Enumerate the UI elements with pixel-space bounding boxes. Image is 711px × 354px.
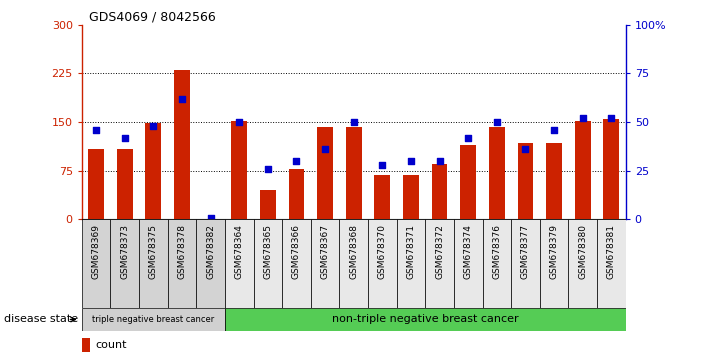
Bar [397, 219, 425, 308]
Bar [82, 219, 110, 308]
Text: GSM678377: GSM678377 [521, 224, 530, 279]
Bar [432, 164, 447, 219]
Bar [82, 308, 225, 331]
Bar [282, 219, 311, 308]
Text: GSM678376: GSM678376 [492, 224, 501, 279]
Text: GSM678370: GSM678370 [378, 224, 387, 279]
Text: GSM678369: GSM678369 [92, 224, 100, 279]
Bar [260, 190, 276, 219]
Text: GSM678373: GSM678373 [120, 224, 129, 279]
Bar [311, 219, 339, 308]
Text: GSM678367: GSM678367 [321, 224, 330, 279]
Bar [82, 337, 90, 352]
Bar [88, 149, 104, 219]
Point [463, 135, 474, 141]
Bar [231, 121, 247, 219]
Text: GSM678366: GSM678366 [292, 224, 301, 279]
Bar [117, 149, 132, 219]
Point [205, 215, 216, 220]
Bar [568, 219, 597, 308]
Text: GSM678380: GSM678380 [578, 224, 587, 279]
Bar [375, 175, 390, 219]
Bar [489, 127, 505, 219]
Point [291, 158, 302, 164]
Text: triple negative breast cancer: triple negative breast cancer [92, 315, 215, 324]
Bar [289, 169, 304, 219]
Bar [196, 219, 225, 308]
Point [90, 127, 102, 133]
Point [606, 115, 617, 121]
Bar [425, 219, 454, 308]
Bar [368, 219, 397, 308]
Point [548, 127, 560, 133]
Point [348, 119, 359, 125]
Point [148, 123, 159, 129]
Bar [597, 219, 626, 308]
Bar [403, 175, 419, 219]
Text: GSM678368: GSM678368 [349, 224, 358, 279]
Bar [546, 143, 562, 219]
Bar [225, 308, 626, 331]
Bar [317, 127, 333, 219]
Bar [146, 124, 161, 219]
Bar [604, 119, 619, 219]
Bar [139, 219, 168, 308]
Point [405, 158, 417, 164]
Bar [346, 127, 362, 219]
Bar [511, 219, 540, 308]
Text: GSM678375: GSM678375 [149, 224, 158, 279]
Point [233, 119, 245, 125]
Text: disease state: disease state [4, 314, 77, 325]
Point [176, 96, 188, 102]
Bar [225, 219, 254, 308]
Point [491, 119, 503, 125]
Point [434, 158, 445, 164]
Point [577, 115, 589, 121]
Text: GSM678381: GSM678381 [607, 224, 616, 279]
Text: GSM678379: GSM678379 [550, 224, 559, 279]
Bar [518, 143, 533, 219]
Bar [110, 219, 139, 308]
Text: GSM678372: GSM678372 [435, 224, 444, 279]
Bar [483, 219, 511, 308]
Bar [168, 219, 196, 308]
Text: GSM678371: GSM678371 [407, 224, 415, 279]
Point [377, 162, 388, 168]
Bar [454, 219, 483, 308]
Text: count: count [95, 340, 127, 350]
Point [262, 166, 274, 172]
Point [119, 135, 130, 141]
Bar [575, 121, 591, 219]
Bar [339, 219, 368, 308]
Bar [460, 145, 476, 219]
Bar [540, 219, 568, 308]
Text: GSM678364: GSM678364 [235, 224, 244, 279]
Text: GSM678382: GSM678382 [206, 224, 215, 279]
Bar [254, 219, 282, 308]
Text: non-triple negative breast cancer: non-triple negative breast cancer [332, 314, 518, 325]
Bar [174, 70, 190, 219]
Text: GSM678378: GSM678378 [178, 224, 186, 279]
Point [319, 147, 331, 152]
Text: GSM678365: GSM678365 [263, 224, 272, 279]
Text: GDS4069 / 8042566: GDS4069 / 8042566 [89, 11, 215, 24]
Point [520, 147, 531, 152]
Text: GSM678374: GSM678374 [464, 224, 473, 279]
